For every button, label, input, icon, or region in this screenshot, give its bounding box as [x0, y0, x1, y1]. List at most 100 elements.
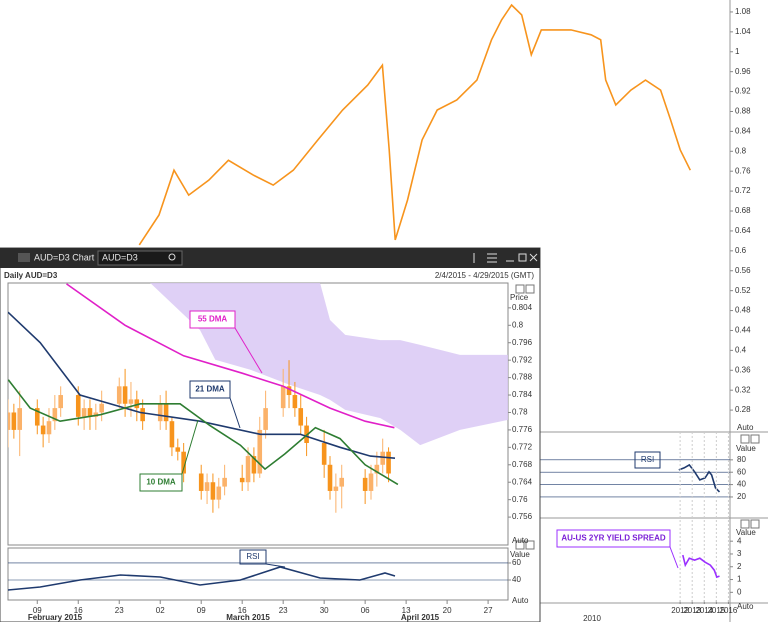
- y-tick-label: 0.76: [512, 495, 528, 504]
- candle-body: [181, 451, 186, 474]
- y-tick-label: 1.04: [735, 27, 751, 36]
- candle-body: [280, 386, 286, 409]
- x-tick-label: 13: [402, 606, 411, 615]
- y-tick-label: 2: [737, 562, 742, 571]
- scale-button[interactable]: Auto: [512, 536, 529, 545]
- x-tick-label: 16: [238, 606, 247, 615]
- x-tick-label: 16: [74, 606, 83, 615]
- candle-body: [380, 451, 386, 465]
- y-tick-label: 0.44: [735, 326, 751, 335]
- y-tick-label: 0.788: [512, 373, 533, 382]
- y-tick-label: 0.96: [735, 67, 751, 76]
- candle-body: [263, 408, 268, 430]
- x-sublabel: 2010: [583, 614, 601, 622]
- maximize-button[interactable]: [518, 253, 527, 262]
- y-tick-label: 0.8: [512, 320, 524, 329]
- pane-button[interactable]: [750, 434, 760, 444]
- y-tick-label: 0.796: [512, 338, 533, 347]
- x-tick-label: 20: [443, 606, 452, 615]
- plot-border: [7, 547, 509, 601]
- candle-body: [333, 486, 339, 491]
- scale-button[interactable]: Auto: [512, 596, 529, 605]
- x-tick-label: 2013: [683, 606, 701, 615]
- indicator-line: [8, 379, 399, 486]
- month-label: February 2015: [28, 613, 83, 622]
- date-range: 2/4/2015 - 4/29/2015 (GMT): [435, 271, 535, 280]
- candle-body: [116, 386, 122, 404]
- y-tick-label: 0.68: [735, 206, 751, 215]
- annotation: AU-US 2YR YIELD SPREAD: [561, 534, 666, 543]
- x-tick-label: 09: [33, 606, 42, 615]
- y-tick-label: 0.32: [735, 385, 751, 394]
- axis-label: Value: [736, 444, 756, 453]
- annotation-box: [189, 380, 231, 399]
- candle-body: [169, 421, 175, 448]
- close-button[interactable]: [529, 253, 538, 262]
- x-tick-label: 27: [484, 606, 493, 615]
- month-label: March 2015: [226, 613, 270, 622]
- y-tick-label: 0.792: [512, 355, 533, 364]
- pane-button[interactable]: [740, 434, 750, 444]
- candle-body: [157, 403, 163, 422]
- candle-body: [292, 395, 298, 409]
- candle-body: [163, 403, 169, 422]
- candle-body: [386, 451, 391, 474]
- candle-body: [339, 477, 345, 487]
- y-tick-label: 60: [512, 558, 521, 567]
- candle-body: [327, 464, 333, 491]
- candle-body: [99, 403, 104, 413]
- y-tick-label: 0.52: [735, 286, 751, 295]
- symbol-value: AUD=D3: [102, 252, 138, 262]
- pane-button[interactable]: [740, 519, 750, 529]
- y-tick-label: 1.08: [735, 7, 751, 16]
- app-icon: [18, 253, 30, 262]
- y-tick-label: 0.84: [735, 127, 751, 136]
- y-tick-label: 0.78: [512, 408, 528, 417]
- candle-body: [286, 386, 292, 396]
- candle-body: [374, 464, 380, 474]
- y-tick-label: 40: [737, 480, 746, 489]
- scale-button[interactable]: Auto: [737, 602, 754, 611]
- axis-label: Price: [510, 293, 529, 302]
- pane-button[interactable]: [525, 540, 535, 550]
- x-tick-label: 09: [197, 606, 206, 615]
- price-line: [138, 3, 692, 246]
- candle-body: [321, 442, 327, 465]
- annotation-box: [189, 310, 236, 329]
- pane-button[interactable]: [515, 540, 525, 550]
- window-title: AUD=D3 Chart: [34, 252, 95, 262]
- y-tick-label: 0.72: [735, 186, 751, 195]
- y-tick-label: 0.6: [735, 246, 747, 255]
- y-tick-label: 0.56: [735, 266, 751, 275]
- candle-body: [52, 408, 58, 422]
- y-tick-label: 0.4: [735, 345, 747, 354]
- candle-body: [122, 386, 128, 404]
- y-tick-label: 0.64: [735, 226, 751, 235]
- annotation-box: [239, 549, 267, 565]
- pane-button[interactable]: [525, 284, 535, 294]
- symbol-input[interactable]: [97, 250, 183, 266]
- scale-button[interactable]: Auto: [737, 423, 754, 432]
- x-tick-label: 2016: [720, 606, 738, 615]
- candle-body: [34, 408, 40, 426]
- candle-body: [239, 477, 245, 483]
- x-tick-label: 23: [279, 606, 288, 615]
- annotation: RSI: [246, 552, 259, 561]
- candle-body: [175, 447, 181, 452]
- indicator-line: [66, 283, 395, 429]
- y-tick-label: 0.8: [735, 146, 747, 155]
- candle-body: [222, 477, 227, 487]
- legend-label: 55 DMA: [198, 315, 228, 324]
- pane-button[interactable]: [515, 284, 525, 294]
- y-tick-label: 0.768: [512, 460, 533, 469]
- pane-button[interactable]: [750, 519, 760, 529]
- y-tick-label: 0.48: [735, 306, 751, 315]
- annotation-box: [139, 473, 183, 492]
- x-tick-label: 2012: [671, 606, 689, 615]
- candle-body: [198, 473, 204, 491]
- axis-label: Value: [510, 550, 530, 559]
- candle-body: [81, 408, 87, 417]
- search-icon[interactable]: [168, 253, 176, 261]
